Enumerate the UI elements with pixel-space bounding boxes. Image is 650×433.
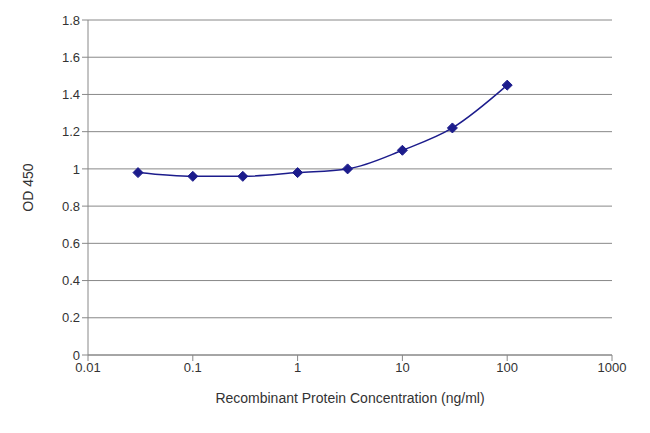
svg-text:0.1: 0.1: [184, 360, 202, 375]
svg-text:OD 450: OD 450: [20, 163, 36, 211]
svg-text:1.2: 1.2: [62, 124, 80, 139]
svg-text:0.6: 0.6: [62, 236, 80, 251]
svg-text:1.4: 1.4: [62, 87, 80, 102]
svg-text:1.8: 1.8: [62, 13, 80, 28]
svg-text:100: 100: [496, 360, 518, 375]
svg-text:0.4: 0.4: [62, 273, 80, 288]
svg-text:10: 10: [395, 360, 409, 375]
svg-text:1.6: 1.6: [62, 50, 80, 65]
svg-text:0: 0: [73, 348, 80, 363]
svg-text:0.8: 0.8: [62, 199, 80, 214]
svg-text:0.01: 0.01: [75, 360, 101, 376]
svg-text:Recombinant Protein Concentrat: Recombinant Protein Concentration (ng/ml…: [215, 390, 484, 406]
svg-text:0.2: 0.2: [62, 310, 80, 325]
svg-text:1: 1: [73, 162, 80, 177]
svg-text:1000: 1000: [598, 360, 627, 375]
svg-text:1: 1: [294, 360, 301, 375]
